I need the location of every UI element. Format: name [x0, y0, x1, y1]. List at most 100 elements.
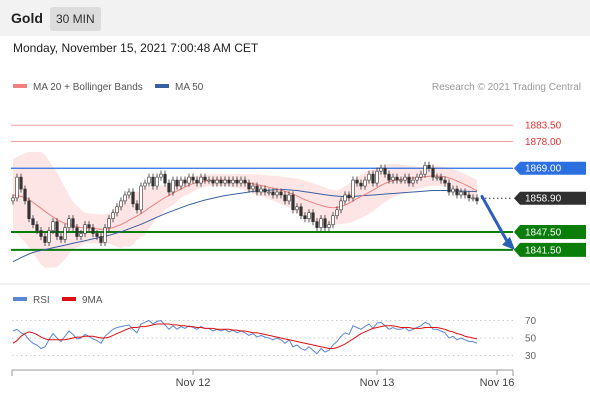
last-label: 1858.90	[525, 194, 562, 205]
candle	[299, 203, 303, 220]
support-1-label: 1847.50	[525, 228, 562, 239]
candle	[139, 182, 143, 214]
candle-body	[99, 236, 103, 243]
candle	[15, 173, 19, 202]
candle	[91, 224, 95, 238]
candle	[23, 185, 27, 205]
candle	[155, 173, 159, 190]
candle	[275, 188, 279, 199]
candle-body	[31, 218, 35, 225]
candle-body	[319, 218, 323, 228]
candle	[451, 185, 455, 196]
candle	[367, 170, 371, 184]
candle	[251, 182, 255, 193]
candle-body	[343, 194, 347, 202]
candle	[247, 179, 251, 193]
candle-body	[395, 176, 399, 181]
candle	[395, 173, 399, 184]
candle-body	[247, 182, 251, 190]
candle	[283, 191, 287, 205]
candle	[107, 215, 111, 232]
candle	[411, 176, 415, 187]
candle-body	[443, 179, 447, 184]
candle-body	[143, 182, 147, 187]
candle	[231, 176, 235, 187]
candle-body	[279, 191, 283, 196]
candle	[347, 191, 351, 202]
candle	[331, 212, 335, 229]
candle-body	[267, 191, 271, 194]
copyright-label: Research © 2021 Trading Central	[432, 82, 581, 93]
candle-body	[71, 218, 75, 228]
instrument-title: Gold	[11, 10, 43, 26]
candle	[443, 176, 447, 187]
resistance-2-label: 1883.50	[525, 121, 562, 132]
candle	[171, 176, 175, 196]
candle-body	[83, 224, 87, 234]
candle-body	[415, 176, 419, 181]
candle-body	[211, 179, 215, 184]
candle-body	[379, 167, 383, 172]
candle-body	[191, 176, 195, 181]
candle	[351, 176, 355, 202]
candle	[383, 164, 387, 178]
interval-selector[interactable]: 30 MIN	[50, 7, 101, 31]
candle-body	[67, 218, 71, 228]
candle	[99, 232, 103, 247]
candle	[295, 203, 299, 214]
rsi-ma-legend-label: 9MA	[82, 295, 103, 306]
candle-body	[371, 173, 375, 184]
candle	[403, 173, 407, 184]
candle-body	[223, 179, 227, 184]
candle-body	[231, 179, 235, 184]
candle	[327, 221, 331, 232]
candle-body	[51, 221, 55, 231]
candle	[303, 212, 307, 223]
rsi-tick-label: 50	[525, 334, 537, 345]
candle-body	[147, 176, 151, 184]
candle	[255, 182, 259, 196]
candle	[423, 161, 427, 178]
candle-body	[55, 221, 59, 237]
candle-body	[403, 176, 407, 181]
candle-body	[175, 179, 179, 187]
support-1-label-tag	[514, 225, 586, 240]
candle	[271, 188, 275, 199]
rsi-legend-swatch	[13, 297, 27, 301]
candle-body	[327, 224, 331, 228]
candle-body	[127, 191, 131, 196]
candle	[439, 173, 443, 184]
candle-body	[15, 176, 19, 199]
candle-body	[107, 218, 111, 228]
candle-body	[87, 224, 91, 228]
candle-body	[159, 173, 163, 178]
candle-body	[291, 194, 295, 211]
candle-body	[475, 197, 479, 202]
candle-body	[459, 191, 463, 196]
candle	[11, 194, 15, 205]
candle	[399, 176, 403, 184]
candle-body	[199, 176, 203, 184]
candle-body	[339, 200, 343, 211]
candle	[435, 173, 439, 181]
resistance-1-label: 1878.00	[525, 137, 562, 148]
support-2-label: 1841.50	[525, 245, 562, 256]
ma50-legend-label: MA 50	[175, 82, 204, 93]
candle-body	[131, 191, 135, 205]
candle	[427, 161, 431, 172]
candle	[319, 215, 323, 232]
candle-body	[331, 215, 335, 225]
candle	[375, 167, 379, 187]
candle-body	[307, 212, 311, 219]
candle	[111, 209, 115, 223]
rsi-ma-line	[12, 323, 478, 349]
candle-body	[75, 227, 79, 237]
candles	[11, 161, 479, 247]
candle-body	[463, 191, 467, 196]
candle	[159, 170, 163, 181]
candle-body	[95, 233, 99, 237]
candle	[131, 188, 135, 208]
candle-body	[171, 179, 175, 193]
candle-body	[195, 179, 199, 184]
candle-body	[295, 206, 299, 211]
